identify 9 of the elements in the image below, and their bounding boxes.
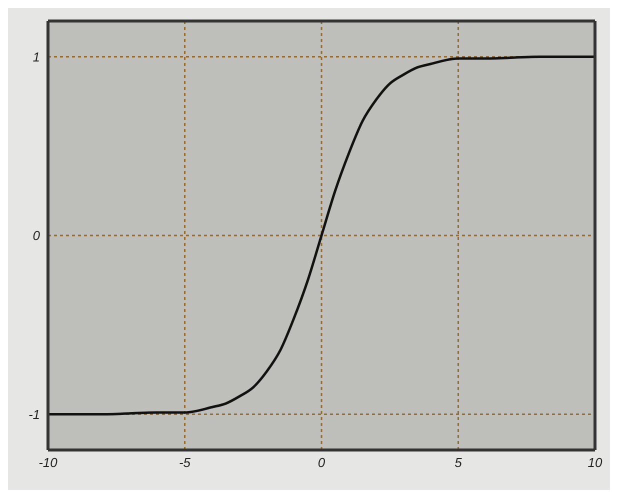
x-tick-label: 10	[588, 455, 603, 470]
y-tick-label: 0	[32, 228, 41, 244]
y-tick-label: -1	[28, 406, 40, 422]
x-tick-label: -10	[38, 455, 58, 470]
x-tick-label: 5	[454, 455, 463, 470]
y-tick-label: 1	[32, 49, 40, 64]
x-tick-label: -5	[178, 455, 192, 470]
x-tick-label: 0	[318, 455, 326, 470]
line-series	[48, 56, 595, 416]
